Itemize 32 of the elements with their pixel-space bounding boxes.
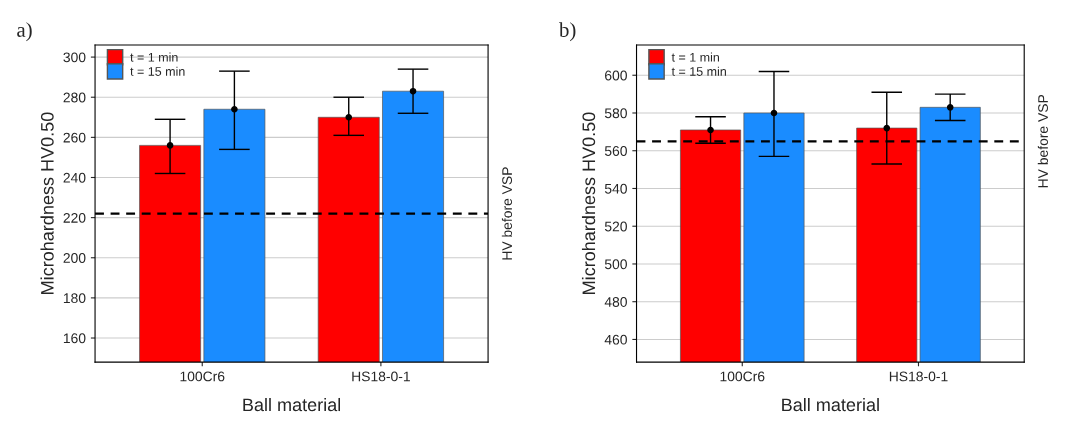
y-tick-label: 240: [63, 172, 86, 183]
y-tick-label: 160: [63, 333, 86, 344]
y-axis-title: Microhardness HV0.50: [40, 112, 54, 294]
y-tick-label: 460: [604, 334, 627, 345]
y-tick-label: 180: [63, 293, 86, 304]
ref-line-label: HV before VSP: [501, 167, 513, 260]
legend-label: t = 15 min: [671, 66, 726, 76]
y-tick-label: 220: [63, 212, 86, 223]
y-tick-label: 560: [604, 146, 627, 156]
x-tick-label: 100Cr6: [720, 371, 765, 382]
y-tick-label: 280: [63, 92, 86, 103]
x-tick-label: 100Cr6: [180, 371, 225, 382]
y-tick-label: 480: [604, 297, 627, 307]
chart-title: b): [558, 22, 576, 42]
legend-label: t = 1 min: [130, 52, 178, 62]
y-tick-label: 540: [604, 183, 627, 194]
x-axis-title: Ball material: [243, 397, 341, 412]
ref-line-label: HV before VSP: [1037, 94, 1048, 188]
y-tick-label: 260: [63, 132, 86, 143]
y-axis-title: Microhardness HV0.50: [581, 112, 596, 294]
y-tick-label: 500: [604, 259, 627, 270]
y-tick-label: 580: [604, 108, 627, 119]
y-tick-label: 600: [605, 70, 627, 81]
legend-label: t = 15 min: [130, 66, 185, 76]
y-tick-label: 200: [63, 253, 86, 263]
x-tick-label: HS18-0-1: [352, 371, 410, 382]
chart-title: a): [17, 22, 32, 42]
x-tick-label: HS18-0-1: [889, 371, 948, 382]
y-tick-label: 300: [63, 52, 86, 63]
legend-label: t = 1 min: [671, 52, 719, 62]
y-tick-label: 520: [604, 221, 627, 232]
x-axis-title: Ball material: [782, 397, 879, 412]
